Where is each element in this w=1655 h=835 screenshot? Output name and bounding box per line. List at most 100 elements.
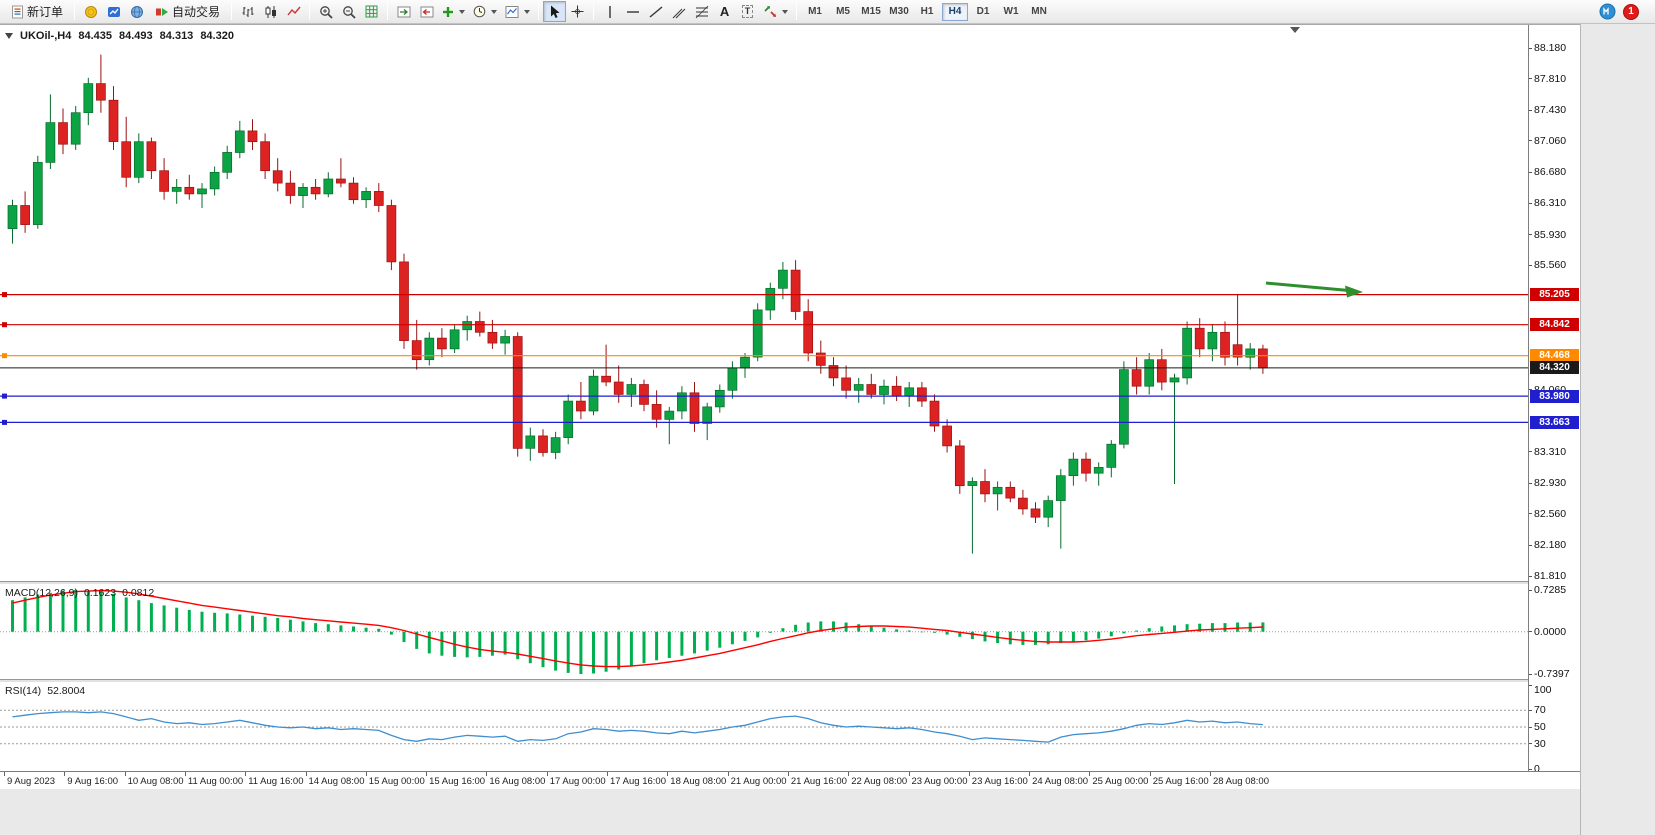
rsi-canvas [0,709,1528,745]
price-axis-label: 88.180 [1534,42,1567,54]
clock-icon [473,5,486,18]
channel-button[interactable] [667,1,690,22]
mql-community-icon[interactable] [1599,3,1616,20]
indicators-button[interactable] [438,1,469,22]
grid-button[interactable] [360,1,383,22]
text-icon: A [719,3,730,19]
time-axis-label: 10 Aug 08:00 [127,776,184,787]
toolbar-separator [538,3,540,20]
rsi-value: 52.8004 [47,685,86,697]
rsi-indicator-pane[interactable] [0,683,1528,771]
time-axis-label: 11 Aug 16:00 [248,776,304,787]
templates-button[interactable] [501,1,534,22]
chart-shift-icon [420,6,434,17]
candles-canvas [0,27,1528,554]
price-axis-label: 81.810 [1534,570,1567,582]
price-tag-85.205: 85.205 [1530,288,1579,302]
line-anchor[interactable] [2,322,7,328]
vertical-line-button[interactable] [598,1,621,22]
globe-icon [130,5,143,18]
pane-separator[interactable] [0,581,1580,585]
cursor-button[interactable] [543,1,567,22]
time-axis[interactable]: 9 Aug 2023 9 Aug 16:00 10 Aug 08:00 11 Aug … [0,771,1580,789]
fibonacci-button[interactable] [690,1,713,22]
text-label-icon: T [741,5,754,18]
macd-main-value: 0.1623 [83,587,117,599]
rsi-label: RSI(14) 52.8004 [5,685,86,697]
tf-button-m15[interactable]: M15 [858,3,884,21]
tf-button-m5[interactable]: M5 [830,3,856,21]
macd-label: MACD(12,26,9) 0.1623 0.0812 [5,587,155,599]
bar-chart-button[interactable] [236,1,259,22]
tf-button-m1[interactable]: M1 [802,3,828,21]
auto-trading-icon [156,7,169,16]
trendline-button[interactable] [644,1,667,22]
vertical-line-icon [608,5,611,18]
price-tag-83.663: 83.663 [1530,415,1579,429]
price-axis-label: 87.430 [1534,104,1567,117]
one-click-trading-icon[interactable] [5,33,13,39]
chevron-down-icon [524,9,531,14]
quotes-button[interactable] [102,1,125,22]
time-axis-label: 16 Aug 08:00 [489,776,546,787]
price-axis-label: 87.060 [1534,134,1567,147]
price-chart-pane[interactable] [0,25,1528,581]
candlestick-chart-button[interactable] [259,1,282,22]
text-button[interactable]: A [713,1,736,22]
notification-badge[interactable]: 1 [1623,3,1639,20]
zoom-in-button[interactable] [314,1,337,22]
periods-button[interactable] [469,1,501,22]
arrow-annotation[interactable] [1265,281,1363,298]
toolbar-separator [309,3,311,20]
line-anchor[interactable] [2,292,7,298]
text-label-button[interactable]: T [736,1,759,22]
zoom-out-button[interactable] [337,1,360,22]
chart-close-value: 84.320 [200,30,234,42]
add-indicator-icon [443,6,454,17]
chevron-down-icon [459,9,466,14]
tf-button-w1[interactable]: W1 [998,3,1024,21]
crosshair-icon [571,5,584,18]
time-axis-label: 23 Aug 16:00 [971,776,1028,787]
horizontal-line-button[interactable] [621,1,644,22]
time-axis-label: 25 Aug 16:00 [1152,776,1209,787]
line-anchor[interactable] [2,393,7,399]
new-order-label: 新订单 [27,5,64,19]
time-axis-label: 21 Aug 16:00 [790,776,847,787]
price-axis-label: 85.930 [1534,228,1567,241]
tf-button-m30[interactable]: M30 [886,3,912,21]
line-anchor[interactable] [2,419,7,425]
tf-button-h4[interactable]: H4 [942,2,969,21]
price-axis-label: 82.930 [1534,477,1567,490]
tf-button-h1[interactable]: H1 [914,3,940,21]
price-tag-84.320: 84.320 [1530,361,1579,375]
crosshair-button[interactable] [566,1,589,22]
line-anchor[interactable] [2,353,7,359]
macd-axis-label: 0.0000 [1534,625,1567,638]
chevron-down-icon [491,9,498,14]
tf-button-d1[interactable]: D1 [970,3,996,21]
chart-open-value: 84.435 [78,30,112,42]
deposit-button[interactable] [79,1,102,22]
tf-button-mn[interactable]: MN [1026,3,1052,21]
new-order-button[interactable]: 新订单 [4,1,70,22]
price-axis[interactable]: 88.180 87.810 87.430 87.060 86.680 86.310 85.9… [1528,25,1580,775]
price-axis-label: 87.810 [1534,72,1567,85]
line-chart-button[interactable] [282,1,305,22]
arrows-button[interactable] [759,1,792,22]
chart-low-value: 84.313 [159,30,194,42]
time-axis-label: 17 Aug 00:00 [549,776,606,787]
chart-shift-marker[interactable] [1290,27,1300,33]
rsi-axis-label: 50 [1534,721,1546,733]
toolbar: 新订单 自动交易 A T M1 [0,0,1655,24]
time-axis-label: 28 Aug 08:00 [1213,776,1269,787]
pane-separator[interactable] [0,679,1580,683]
bar-chart-icon [242,6,254,17]
community-button[interactable] [125,1,148,22]
autoscroll-button[interactable] [392,1,415,22]
auto-trading-button[interactable]: 自动交易 [148,1,227,22]
arrow-object-icon [764,6,777,17]
macd-indicator-pane[interactable] [0,585,1528,679]
chart-shift-button[interactable] [415,1,438,22]
